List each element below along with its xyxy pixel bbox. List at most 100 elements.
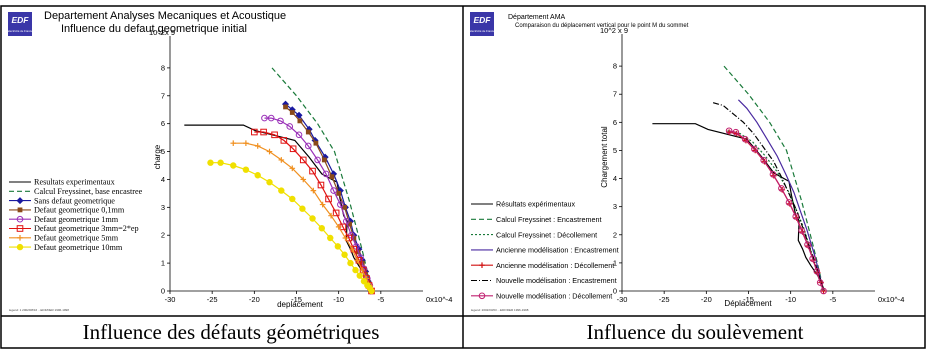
y-tick-label: 3 [613,202,617,211]
data-point [741,135,749,143]
data-point [217,159,224,166]
x-scale-label: 0x10^-4 [426,295,452,304]
data-point [329,174,335,180]
data-point [243,140,249,146]
y-axis-label: Chargement total [600,126,609,188]
logo-subtext: Electricité de France [469,29,495,33]
y-tick-label: 6 [161,119,165,128]
data-point [751,145,758,153]
y-tick-label: 1 [161,259,165,268]
series-1 [271,67,373,292]
data-point [325,195,332,203]
legend-marker [17,235,23,241]
logo-text: EDF [474,15,492,25]
x-tick-label: -30 [165,295,176,304]
legend-entry: Defaut geometrique 10mm [9,243,123,252]
data-point [816,279,824,286]
y-tick-label: 7 [613,90,617,99]
data-point [309,215,316,222]
data-point [305,142,312,150]
edf-logo-icon [8,12,32,36]
legend-label: Defaut geometrique 3mm=2*ep [34,224,139,233]
series-line [728,130,825,292]
data-point [330,187,337,194]
data-point [314,156,321,164]
data-point [327,234,334,242]
data-point [321,157,327,163]
data-point [349,246,355,252]
x-tick-label: -15 [743,295,754,304]
series-6 [230,140,375,294]
data-point [278,157,285,163]
x-tick-label: -20 [701,295,712,304]
legend-marker [16,225,24,232]
data-point [295,111,303,119]
series-line [271,67,373,292]
data-point [289,145,297,153]
x-tick-label: -5 [377,295,384,304]
series-line [728,131,825,292]
chart-right: EDF Electricité de France Département AMA C… [469,12,904,312]
series-line [737,99,825,292]
chart-footer: legend: 2002/03/03 ...EDF/DER 1996-1998 [471,308,529,312]
data-point [309,167,316,175]
y-tick-label: 1 [613,258,617,267]
data-point [286,123,294,130]
series-5 [712,102,825,292]
legend-label: Résultats expérimentaux [496,200,576,209]
y-tick-label: 4 [161,175,165,184]
legend-entry: Calcul Freyssinet, base encastree [9,187,143,196]
data-point [337,201,344,208]
data-point [260,128,267,136]
legend-marker [16,215,24,223]
data-point [342,235,349,241]
data-point [347,221,353,227]
chart-header: Département AMA [508,14,566,21]
chart-left: EDF Electricité de France Departement Anal… [7,10,452,312]
data-point [266,179,273,186]
y-tick-label: 8 [613,62,617,71]
legend-marker [16,197,24,205]
x-axis-label: deplacement [277,300,324,309]
chart-header: Departement Analyses Mecaniques et Acous… [44,10,286,22]
legend-marker [479,262,485,268]
series-7 [207,159,375,295]
data-point [295,131,303,139]
x-tick-label: -10 [333,295,344,304]
legend-marker [16,243,24,251]
data-point [809,255,816,262]
x-tick-label: -5 [829,295,836,304]
legend-entry: Nouvelle modélisation : Décollement [471,292,612,301]
data-point [254,143,261,149]
legend-entry: Defaut geometrique 0,1mm [9,206,125,215]
data-point [254,172,261,179]
data-point [342,217,350,225]
data-point [352,266,359,274]
data-point [299,156,307,164]
chart-title: Comparaison du déplacement vertical pour… [515,23,689,29]
data-point [280,137,288,144]
caption-right: Influence du soulèvement [586,320,804,344]
data-point [769,171,777,178]
legend-entry: Résultats expérimentaux [471,200,576,209]
data-point [297,118,303,124]
y-tick-label: 5 [161,147,165,156]
legend-label: Defaut geometrique 5mm [34,234,119,243]
legend-label: Ancienne modélisation : Encastrement [496,246,619,255]
data-point [356,272,363,279]
y-scale-label: 10^2x 9 [149,28,175,37]
data-point [760,156,767,164]
data-point [230,162,237,169]
legend-entry: Nouvelle modélisation : Encastrement [471,276,617,285]
x-tick-label: -20 [249,295,260,304]
y-tick-label: 6 [613,118,617,127]
data-point [804,241,811,248]
chart-footer: legend: 1 2002/08/16 ...EDF/DER 1996-199… [9,308,69,312]
legend-entry: Defaut geometrique 3mm=2*ep [9,224,139,233]
data-point [277,117,284,125]
data-point [322,170,330,178]
legend-entry: Sans defaut geometrique [9,196,115,205]
legend-marker [17,207,23,213]
logo-subtext: Electricité de France [7,29,33,33]
